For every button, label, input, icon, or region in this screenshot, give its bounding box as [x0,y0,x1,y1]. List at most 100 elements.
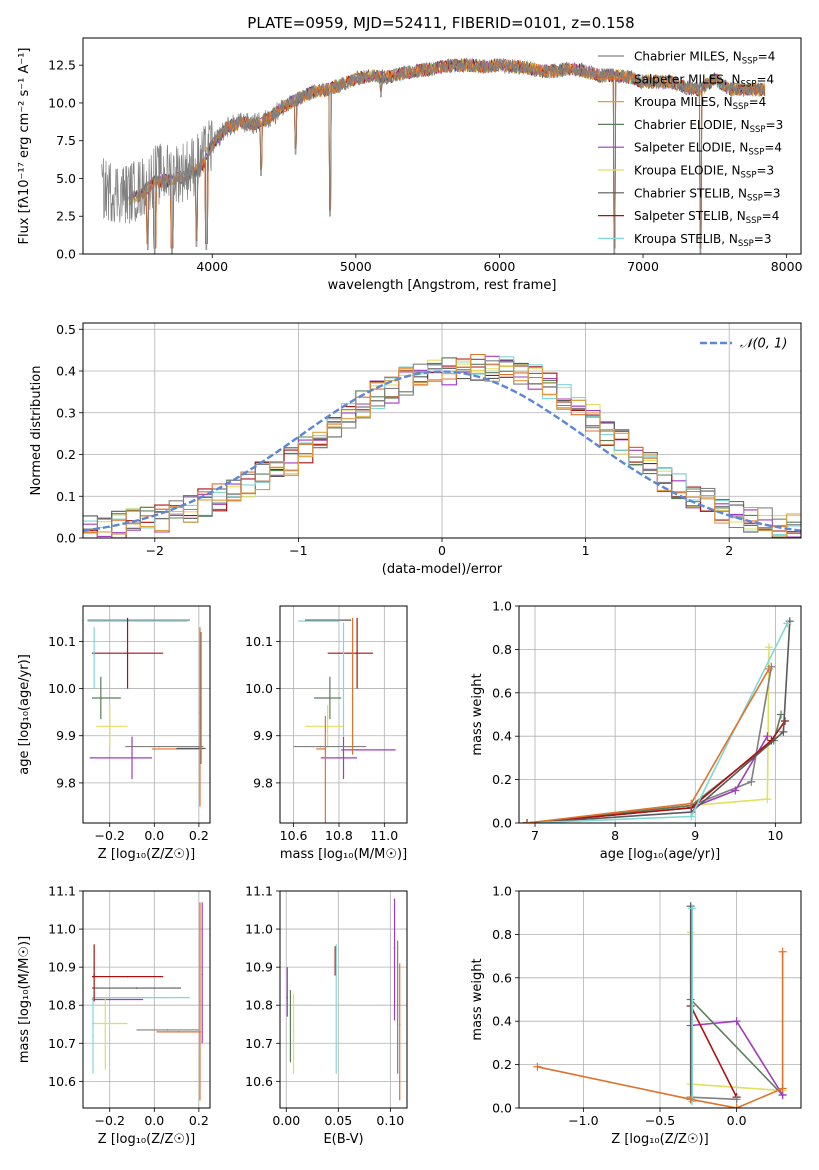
y-tick-label: 0.1 [56,489,76,504]
plot-content-mass_vs_extinction [286,898,401,1101]
data-point [93,973,95,976]
data-point [108,725,111,728]
y-tick-label: 0.0 [56,247,76,262]
legend-label: Salpeter STELIB, NSSP=4 [634,209,779,226]
mass-weight-line [537,951,784,1108]
y-tick-label: 0.3 [56,405,76,420]
mass-weight-line [526,714,782,823]
y-tick-label: 10.1 [48,634,76,649]
y-tick-label: 10.8 [48,998,76,1013]
plots-area: 4000 5000 6000 7000 80000.02.55.07.510.012.5… [17,37,803,1147]
plot-content-mass_weight_vs_age [523,617,794,823]
x-tick-label: 11.0 [370,828,398,843]
legend-label-sub: SSP [741,79,757,89]
data-point [198,747,200,750]
mass-weight-line [690,998,784,1096]
data-point [342,687,345,690]
legend-label-value: =4 [749,95,767,109]
data-point [108,1022,111,1025]
legend-label-text: Kroupa ELODIE, N [634,164,741,178]
data-point [393,947,396,949]
data-point [92,1034,94,1037]
plus-marker [732,1104,741,1108]
data-point [396,1004,399,1007]
y-tick-label: 0.2 [492,772,512,787]
x-tick-label: 8 [611,828,619,843]
plot-content-mass_weight_vs_metallicity [533,902,787,1108]
legend-label-sub: SSP [748,148,764,158]
legend-label-value: =3 [754,232,772,246]
y-tick-label: 7.5 [56,133,76,148]
y-tick-label: 0.8 [492,927,512,942]
y-tick-label: 0.6 [492,970,512,985]
legend-label-sub: SSP [750,125,766,135]
axes-mass_weight_vs_metallicity: −1.0 −0.5 0.0 0.0 0.2 0.4 0.6 0.8 1.0 Z [log₁₀(Z/… [470,884,802,1147]
legend-label-sub: SSP [733,102,749,112]
y-tick-label: 10.7 [245,1036,273,1051]
legend-label-sub: SSP [742,57,758,67]
x-axis-label: Z [log₁₀(Z/Z☉)] [98,847,195,862]
y-tick-label: 11.0 [48,922,76,937]
axes-frame [518,890,802,1109]
y-tick-label: 10.9 [245,960,273,975]
plus-marker [747,777,756,786]
mass-weight-line [526,668,770,823]
y-tick-label: 0.0 [492,1101,512,1116]
x-tick-label: 0.0 [727,1113,747,1128]
legend-label-text: Salpeter MILES, N [634,72,741,86]
legend-label-value: =3 [763,186,781,200]
data-point [351,697,354,699]
legend-label: Kroupa STELIB, NSSP=3 [634,232,772,249]
legend-label-sub: SSP [738,239,754,249]
y-tick-label: 0.8 [492,642,512,657]
mass-weight-line [526,720,786,823]
x-tick-label: 7000 [627,259,659,274]
legend-label-value: =4 [758,50,776,64]
x-tick-label: 5000 [340,259,372,274]
y-tick-label: 11.1 [48,884,76,899]
plus-marker [764,643,773,652]
legend-label-sub: SSP [747,193,763,203]
legend-label: Chabrier ELODIE, NSSP=3 [634,118,783,135]
y-tick-label: 10.0 [48,95,76,110]
y-axis-label: mass weight [470,958,485,1040]
y-tick-label: 5.0 [56,171,76,186]
data-point [398,1023,401,1026]
x-tick-label: 0.0 [144,1113,164,1128]
data-point [126,652,129,654]
axes-frame [82,890,211,1109]
plus-marker [764,664,773,673]
x-tick-label: −1.0 [568,1113,598,1128]
data-point [324,748,327,750]
data-point [292,1031,295,1033]
histogram-step [83,360,801,535]
plus-marker [779,727,788,736]
plus-marker [732,1095,741,1104]
x-tick-label: −0.5 [645,1113,675,1128]
x-tick-label: 2 [725,543,733,558]
y-tick-label: 12.5 [48,58,76,73]
data-point [131,757,133,759]
legend-label-text: Chabrier MILES, N [634,50,742,64]
data-point [329,697,331,699]
x-tick-label: 1 [582,543,590,558]
legend-label-text: Kroupa MILES, N [634,95,733,109]
plot-content-spectrum [101,57,766,254]
data-point [144,996,147,999]
y-axis-label: mass [log₁₀(M/M☉)] [17,936,32,1063]
data-point [338,620,340,622]
plot-content-age_vs_metallicity [87,617,206,807]
plus-marker [731,786,740,795]
mass-weight-line [526,647,770,823]
axes-frame [82,37,802,255]
gaussian-curve [83,370,801,532]
data-point [142,620,144,622]
x-axis-label: Z [log₁₀(Z/Z☉)] [98,1132,195,1147]
data-point [342,757,345,759]
data-point [126,975,129,978]
plus-marker [763,795,772,804]
x-axis-label: mass [log₁₀(M/M☉)] [280,847,407,862]
y-axis-label: Normed distribution [29,366,44,496]
plus-marker [687,799,696,808]
legend-label-text: Chabrier STELIB, N [634,186,747,200]
